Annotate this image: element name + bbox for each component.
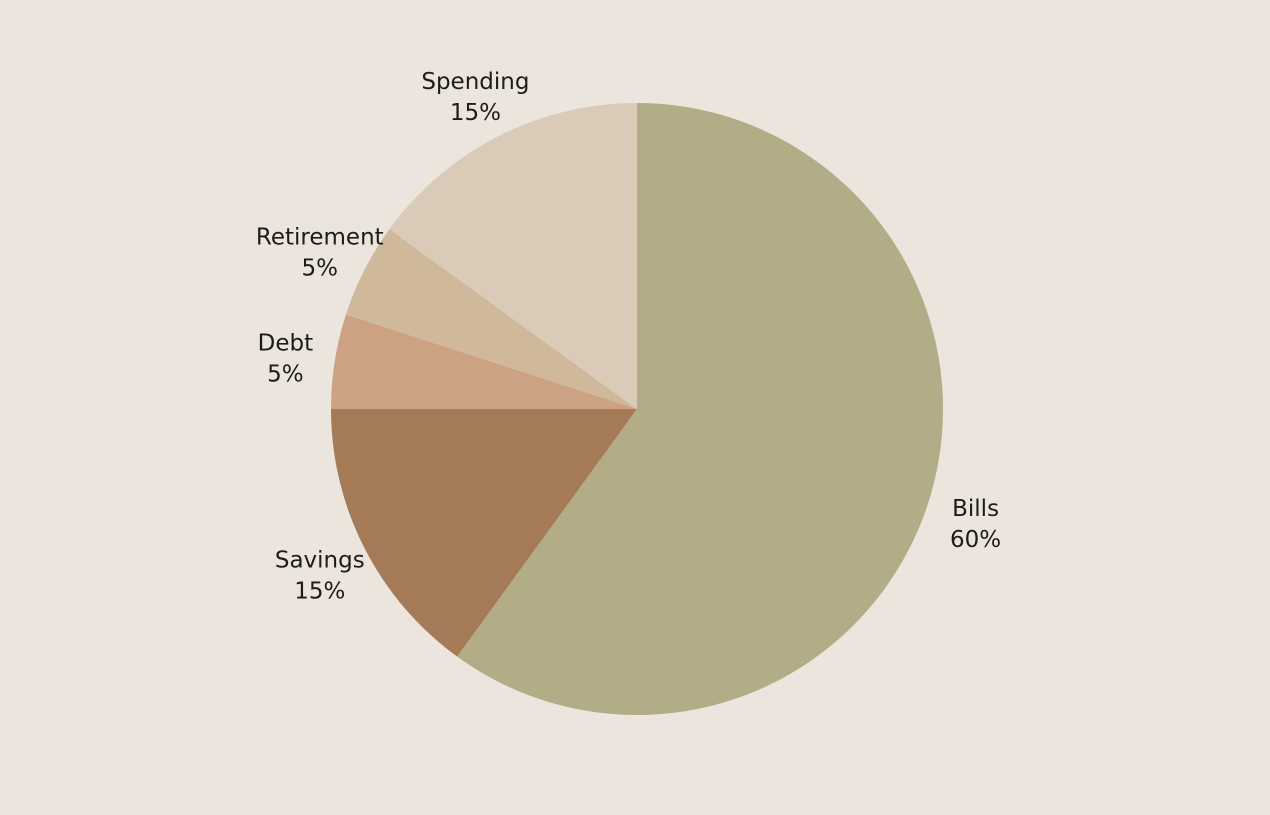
slice-label-value: 60% (950, 527, 1001, 553)
pie-slice-savings (331, 409, 637, 657)
slice-label-value: 15% (450, 100, 501, 126)
slice-label-name: Bills (952, 496, 999, 522)
pie-slice-debt (331, 314, 637, 409)
slice-label-name: Retirement (256, 224, 384, 250)
slice-label-value: 5% (302, 255, 339, 281)
slice-label-value: 15% (294, 579, 345, 605)
pie-label-savings: Savings 15% (275, 548, 365, 605)
pie-label-spending: Spending 15% (421, 69, 529, 126)
pie-slices (331, 102, 944, 716)
pie-slice-spending (389, 103, 637, 409)
pie-labels: Bills 60% Savings 15% Debt 5% Retirement 5% Spen… (256, 69, 1001, 605)
slice-label-name: Spending (421, 69, 529, 95)
slice-label-value: 5% (267, 361, 304, 387)
pie-label-bills: Bills 60% (950, 496, 1001, 553)
pie-label-retirement: Retirement 5% (256, 224, 384, 281)
pie-slice-bills (457, 102, 944, 716)
slice-label-name: Savings (275, 548, 365, 574)
pie-label-debt: Debt 5% (258, 330, 313, 387)
pie-slice-retirement (345, 229, 637, 409)
slice-label-name: Debt (258, 330, 313, 356)
